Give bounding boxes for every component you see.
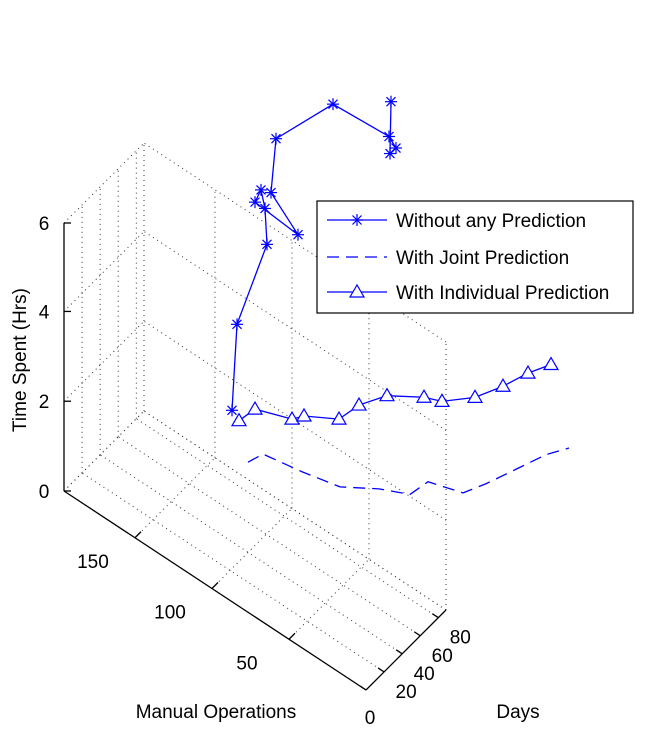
data-point-triangle (230, 412, 248, 427)
gridline-floor-ops (211, 508, 293, 589)
data-point-asterisk (292, 228, 304, 241)
gridline-floor-days (81, 472, 385, 673)
gridline-back-horizontal (63, 142, 145, 224)
gridline-back-horizontal (63, 410, 145, 492)
y-tick-label: 150 (77, 552, 109, 573)
data-point-asterisk (385, 95, 397, 108)
z-tick-label: 6 (39, 214, 50, 235)
data-point-triangle (542, 356, 560, 371)
z-axis-label: Time Spent (Hrs) (10, 288, 31, 432)
data-point-triangle (415, 389, 433, 403)
gridline-back-horizontal (63, 231, 145, 312)
series-1 (226, 95, 402, 417)
gridline-floor-ops (63, 410, 145, 492)
series-line (238, 363, 552, 422)
y-tick-mark (211, 582, 219, 589)
gridline-floor-ops (134, 457, 216, 539)
x-tick-mark (359, 685, 367, 691)
x-tick-label: 20 (396, 682, 417, 703)
series-2 (247, 447, 570, 496)
data-point-asterisk (226, 404, 238, 417)
y-axis-line (63, 490, 367, 691)
data-point-triangle (378, 387, 396, 402)
legend-marker-asterisk (351, 214, 363, 226)
y-tick-label: 100 (154, 603, 186, 624)
data-point-triangle (466, 389, 484, 403)
data-point-triangle (519, 364, 537, 379)
legend-label: With Individual Prediction (396, 283, 609, 304)
x-tick-label: 80 (450, 628, 471, 649)
x-tick-label: 0 (365, 708, 376, 729)
gridline-floor-days (99, 454, 403, 655)
data-point-asterisk (383, 130, 395, 143)
x-tick-mark (377, 667, 385, 673)
data-point-asterisk (259, 202, 271, 215)
y-tick-label: 50 (236, 653, 257, 674)
series-3 (230, 356, 560, 427)
data-point-triangle (494, 378, 512, 392)
series-line (247, 447, 570, 496)
legend-label: With Joint Prediction (396, 248, 569, 269)
x-tick-label: 40 (414, 664, 435, 685)
z-tick-label: 4 (39, 302, 50, 323)
legend-swatch (327, 214, 387, 226)
data-point-asterisk (270, 132, 282, 145)
gridline-floor-ops (288, 558, 370, 640)
y-axis-label: Manual Operations (136, 702, 297, 723)
series-layer (226, 95, 570, 496)
gridline-back-horizontal (63, 320, 145, 402)
y-tick-mark (288, 632, 296, 640)
gridline-floor-days (117, 436, 421, 637)
gridline-floor-days (136, 418, 439, 619)
y-tick-mark (134, 531, 142, 539)
data-point-asterisk (265, 186, 277, 199)
gridline-side-horizontal (143, 231, 447, 431)
data-point-triangle (295, 407, 313, 422)
data-point-triangle (433, 393, 451, 407)
legend: Without any Prediction With Joint Predict… (316, 200, 634, 314)
legend-swatch (327, 283, 387, 298)
x-tick-mark (431, 613, 439, 619)
x-tick-mark (395, 649, 403, 655)
data-point-asterisk (249, 196, 261, 209)
data-point-asterisk (327, 98, 339, 111)
z-tick-label: 0 (39, 482, 50, 503)
data-point-triangle (246, 400, 264, 415)
data-point-triangle (350, 396, 368, 411)
x-axis-line (365, 609, 447, 691)
data-point-triangle (330, 410, 348, 425)
data-point-asterisk (261, 238, 273, 251)
x-axis-label: Days (496, 702, 539, 723)
axes-layer (63, 222, 447, 691)
data-point-asterisk (384, 147, 396, 160)
x-tick-label: 60 (432, 646, 453, 667)
data-point-asterisk (255, 183, 267, 196)
data-point-asterisk (231, 318, 243, 331)
legend-label: Without any Prediction (396, 211, 586, 232)
data-point-triangle (283, 410, 301, 425)
z-tick-label: 2 (39, 392, 50, 413)
x-tick-mark (413, 631, 421, 637)
axis-labels: Time Spent (Hrs) Manual Operations Days (10, 288, 540, 723)
legend-marker-triangle (348, 283, 366, 298)
gridline-floor-days (143, 410, 447, 611)
